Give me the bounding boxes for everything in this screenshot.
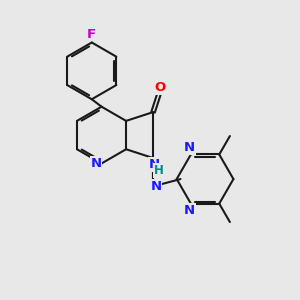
- Text: N: N: [184, 204, 195, 217]
- Text: H: H: [154, 164, 164, 177]
- Text: N: N: [184, 141, 195, 154]
- Text: N: N: [149, 158, 160, 171]
- Text: N: N: [91, 157, 102, 170]
- Text: F: F: [87, 28, 96, 40]
- Text: O: O: [154, 81, 165, 94]
- Text: N: N: [151, 180, 162, 193]
